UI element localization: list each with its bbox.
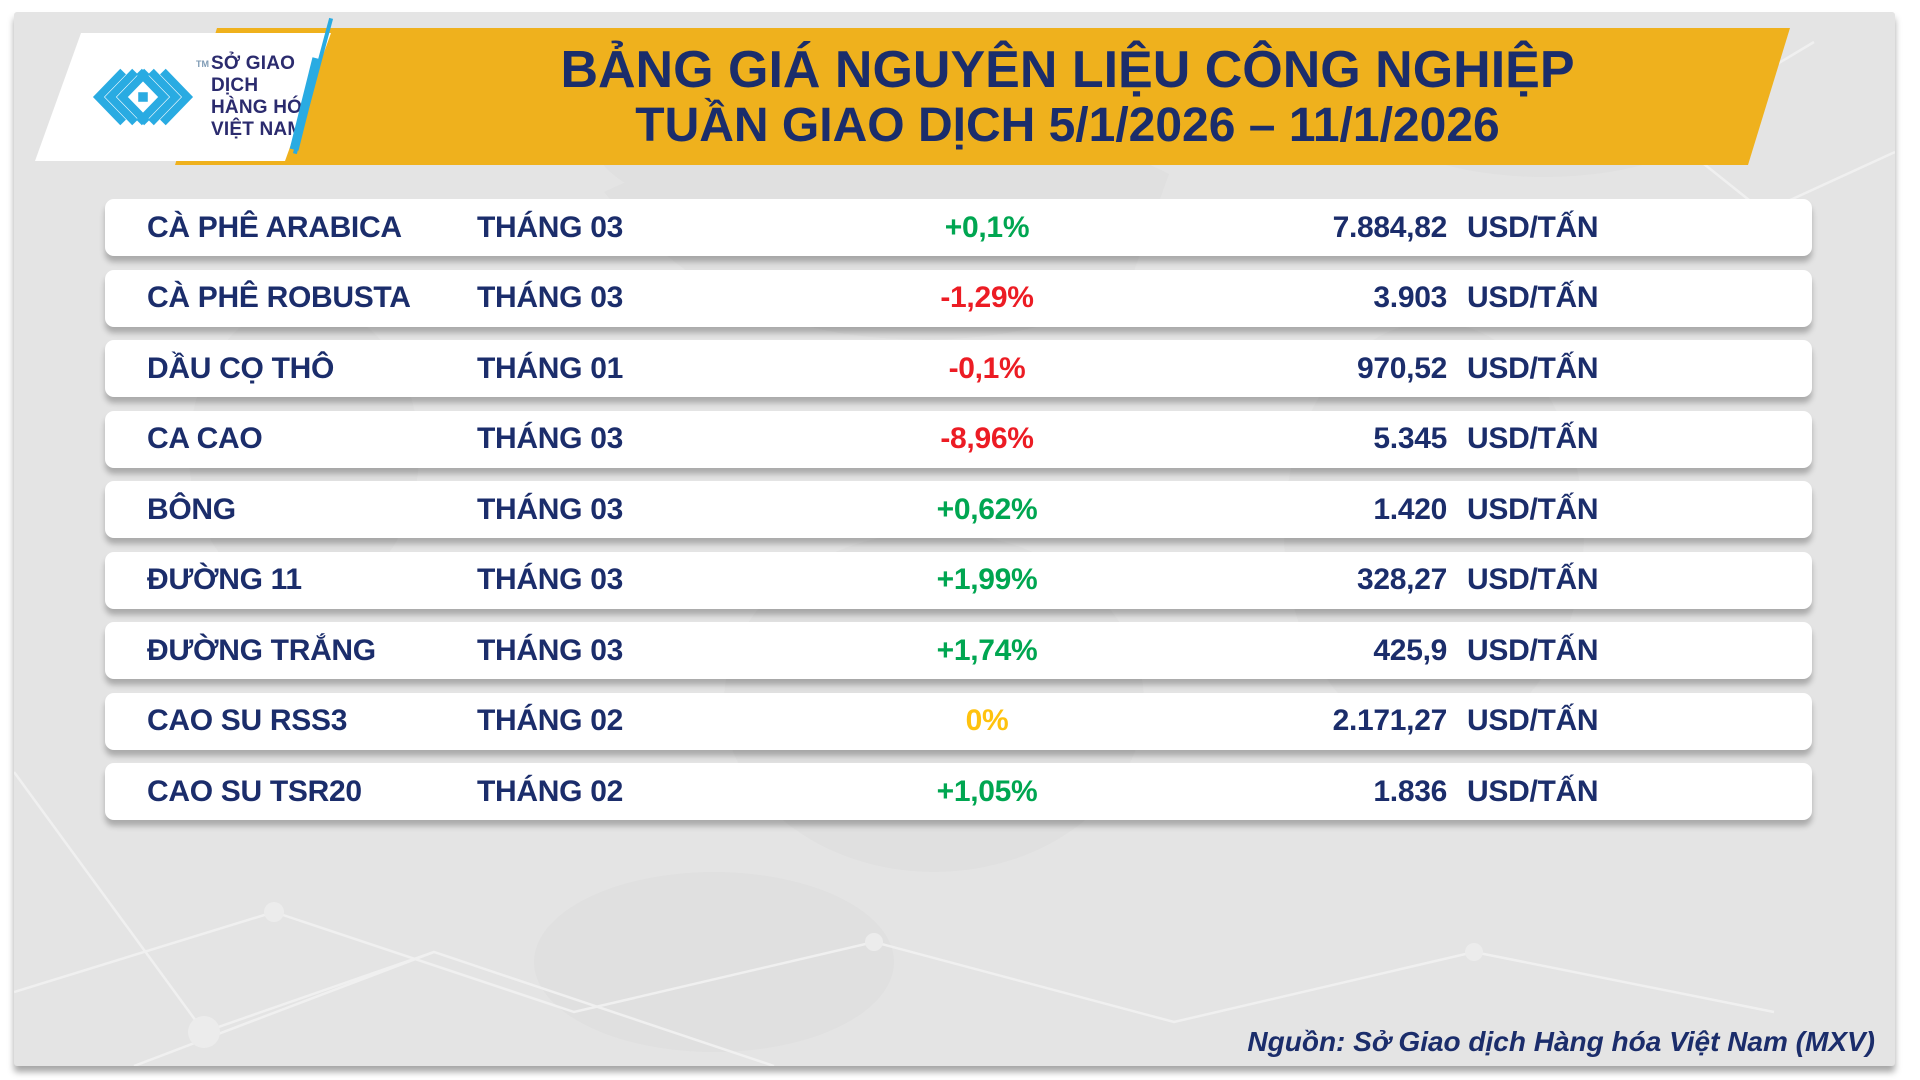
commodity-row: CÀ PHÊ ROBUSTA THÁNG 03 -1,29% 3.903 USD… <box>105 269 1812 327</box>
commodity-name: CA CAO <box>147 422 263 455</box>
commodity-row: CAO SU TSR20 THÁNG 02 +1,05% 1.836 USD/T… <box>105 763 1812 820</box>
commodity-row: ĐƯỜNG TRẮNG THÁNG 03 +1,74% 425,9 USD/TẤ… <box>105 622 1812 679</box>
price-value: 7.884,82 <box>1332 210 1448 244</box>
price-unit: USD/TẤN <box>1467 281 1599 314</box>
org-name-line3: VIỆT NAM <box>211 119 304 140</box>
price-value: 2.171,27 <box>1332 704 1448 737</box>
contract-month: THÁNG 02 <box>477 704 623 737</box>
contract-month: THÁNG 03 <box>477 422 623 455</box>
page-title-line2: TUẦN GIAO DỊCH 5/1/2026 – 11/1/2026 <box>635 98 1500 152</box>
title-banner: BẢNG GIÁ NGUYÊN LIỆU CÔNG NGHIỆP TUẦN GI… <box>175 28 1790 165</box>
change-percent: -0,1% <box>948 351 1026 385</box>
change-percent: -8,96% <box>940 422 1034 455</box>
organization-name: SỞ GIAO DỊCH HÀNG HÓA VIỆT NAM <box>211 53 331 141</box>
price-value: 970,52 <box>1357 351 1447 385</box>
commodity-row: BÔNG THÁNG 03 +0,62% 1.420 USD/TẤN <box>105 481 1812 538</box>
change-percent: +1,05% <box>936 774 1038 808</box>
price-unit: USD/TẤN <box>1467 633 1599 667</box>
page-title-line1: BẢNG GIÁ NGUYÊN LIỆU CÔNG NGHIỆP <box>560 40 1575 99</box>
logo-plate: TM SỞ GIAO DỊCH HÀNG HÓA VIỆT NAM <box>35 33 331 161</box>
price-unit: USD/TẤN <box>1467 492 1599 526</box>
commodity-row: CÀ PHÊ ARABICA THÁNG 03 +0,1% 7.884,82 U… <box>105 199 1812 256</box>
contract-month: THÁNG 02 <box>477 774 623 808</box>
change-percent: +0,1% <box>944 210 1030 244</box>
price-value: 1.836 <box>1373 774 1447 808</box>
contract-month: THÁNG 01 <box>477 351 623 385</box>
content-card: BẢNG GIÁ NGUYÊN LIỆU CÔNG NGHIỆP TUẦN GI… <box>14 12 1895 1066</box>
commodity-name: CAO SU TSR20 <box>147 774 362 808</box>
commodity-name: CÀ PHÊ ROBUSTA <box>147 281 411 314</box>
change-percent: 0% <box>965 704 1009 737</box>
price-table: CÀ PHÊ ARABICA THÁNG 03 +0,1% 7.884,82 U… <box>105 199 1812 834</box>
change-percent: -1,29% <box>940 281 1034 314</box>
price-value: 1.420 <box>1373 492 1447 526</box>
contract-month: THÁNG 03 <box>477 281 623 314</box>
change-percent: +0,62% <box>936 492 1038 526</box>
price-unit: USD/TẤN <box>1467 422 1599 455</box>
price-value: 5.345 <box>1373 422 1447 455</box>
contract-month: THÁNG 03 <box>477 492 623 526</box>
commodity-name: CÀ PHÊ ARABICA <box>147 210 402 244</box>
price-unit: USD/TẤN <box>1467 210 1599 244</box>
change-percent: +1,99% <box>936 563 1038 596</box>
contract-month: THÁNG 03 <box>477 210 623 244</box>
price-unit: USD/TẤN <box>1467 774 1599 808</box>
price-value: 425,9 <box>1373 633 1447 667</box>
commodity-name: ĐƯỜNG TRẮNG <box>147 633 376 667</box>
change-percent: +1,74% <box>936 633 1038 667</box>
source-credit: Nguồn: Sở Giao dịch Hàng hóa Việt Nam (M… <box>1247 1026 1875 1057</box>
trademark-symbol: TM <box>196 59 209 69</box>
commodity-name: DẦU CỌ THÔ <box>147 351 334 385</box>
contract-month: THÁNG 03 <box>477 633 623 667</box>
price-value: 3.903 <box>1373 281 1447 314</box>
org-name-line1: SỞ GIAO DỊCH <box>211 53 296 96</box>
commodity-row: ĐƯỜNG 11 THÁNG 03 +1,99% 328,27 USD/TẤN <box>105 551 1812 609</box>
commodity-row: CA CAO THÁNG 03 -8,96% 5.345 USD/TẤN <box>105 410 1812 468</box>
price-unit: USD/TẤN <box>1467 351 1599 385</box>
commodity-name: ĐƯỜNG 11 <box>147 563 302 596</box>
org-name-line2: HÀNG HÓA <box>211 97 317 118</box>
commodity-name: CAO SU RSS3 <box>147 704 348 737</box>
price-value: 328,27 <box>1357 563 1447 596</box>
commodity-name: BÔNG <box>147 492 236 526</box>
contract-month: THÁNG 03 <box>477 563 623 596</box>
price-unit: USD/TẤN <box>1467 563 1599 596</box>
price-unit: USD/TẤN <box>1467 704 1599 737</box>
commodity-row: CAO SU RSS3 THÁNG 02 0% 2.171,27 USD/TẤN <box>105 692 1812 750</box>
mxv-logo-icon <box>91 66 195 128</box>
commodity-row: DẦU CỌ THÔ THÁNG 01 -0,1% 970,52 USD/TẤN <box>105 340 1812 397</box>
